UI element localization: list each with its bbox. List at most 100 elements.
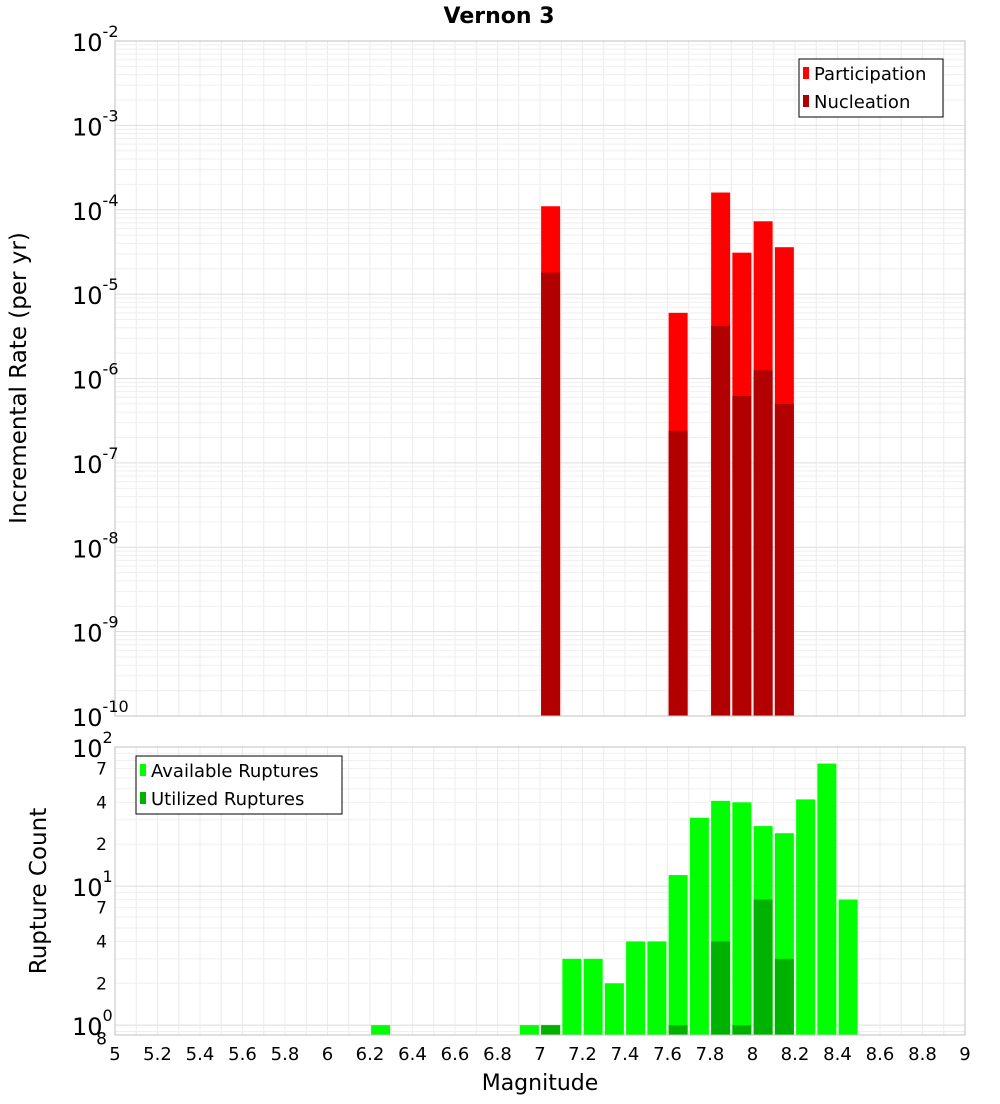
top-y-tick-label: 10-7: [72, 444, 119, 479]
bottom-bar: [817, 763, 837, 1035]
bottom-y-minor-tick-label: 8: [96, 1030, 107, 1050]
bottom-y-tick-base: 10: [72, 735, 103, 763]
x-tick-label: 7.4: [611, 1044, 640, 1065]
top-y-tick-base: 10: [72, 620, 103, 648]
x-tick-label: 7.8: [696, 1044, 725, 1065]
top-bar: [753, 370, 773, 716]
bottom-bar: [647, 941, 667, 1035]
top-legend-label: Participation: [814, 64, 926, 85]
top-plot-border: [114, 40, 966, 717]
bottom-bar: [838, 899, 858, 1035]
top-y-tick-exponent: -3: [103, 106, 119, 125]
top-y-tick-base: 10: [72, 29, 103, 57]
bottom-y-minor-tick-label: 7: [96, 760, 107, 780]
top-grid: [115, 41, 965, 716]
bottom-y-minor-tick-label: 2: [96, 835, 107, 855]
bottom-y-tick-base: 10: [72, 1013, 103, 1041]
bottom-bar: [583, 958, 603, 1035]
top-y-tick-exponent: -4: [103, 191, 119, 210]
x-axis-label: Magnitude: [482, 1071, 599, 1096]
x-tick-label: 8: [747, 1044, 758, 1065]
bottom-bar: [604, 983, 624, 1035]
bottom-legend: Available Ruptures Utilized Ruptures: [135, 755, 343, 815]
top-y-tick-exponent: -9: [103, 613, 119, 632]
x-tick-label: 5.2: [143, 1044, 172, 1065]
bottom-bar: [711, 941, 731, 1035]
bottom-y-tick-label: 102: [72, 728, 113, 763]
top-bar: [541, 272, 561, 716]
bottom-bar: [519, 1025, 539, 1035]
bottom-bar: [626, 941, 646, 1035]
bottom-y-tick-exponent: 2: [103, 728, 113, 747]
top-y-tick-exponent: -5: [103, 275, 119, 294]
bottom-bar: [562, 958, 582, 1035]
top-legend-box: [798, 58, 944, 118]
top-y-axis-label: Incremental Rate (per yr): [6, 232, 32, 524]
x-tick-label: 9: [959, 1044, 970, 1065]
x-tick-label: 7: [534, 1044, 545, 1065]
bottom-legend-swatch: [140, 764, 146, 776]
top-bar: [774, 403, 794, 716]
top-bar: [711, 325, 731, 716]
top-y-tick-base: 10: [72, 535, 103, 563]
top-legend-swatch: [803, 67, 809, 79]
top-y-tick-base: 10: [72, 704, 103, 732]
x-tick-label: 6.8: [483, 1044, 512, 1065]
bottom-y-tick-exponent: 1: [103, 867, 113, 886]
top-y-tick-label: 10-5: [72, 275, 119, 310]
bottom-y-tick-label: 100: [72, 1006, 113, 1041]
bottom-y-minor-tick-label: 4: [96, 932, 107, 952]
bottom-plot-border: [114, 746, 966, 1036]
top-y-tick-label: 10-2: [72, 22, 119, 57]
x-tick-label: 5: [109, 1044, 120, 1065]
bottom-bar: [689, 817, 709, 1035]
bottom-legend-box: [135, 755, 343, 815]
bottom-legend-label: Utilized Ruptures: [151, 789, 304, 810]
bottom-y-tick-label: 101: [72, 867, 113, 902]
bottom-bar: [668, 875, 688, 1035]
top-y-tick-exponent: -8: [103, 528, 119, 547]
bottom-y-minor-tick-label: 2: [96, 974, 107, 994]
top-y-tick-label: 10-4: [72, 191, 119, 226]
x-tick-label: 8.6: [866, 1044, 895, 1065]
bottom-y-tick-exponent: 0: [103, 1006, 113, 1025]
top-y-tick-base: 10: [72, 113, 103, 141]
bottom-y-minor-tick-label: 7: [96, 899, 107, 919]
bottom-y-tick-base: 10: [72, 874, 103, 902]
x-tick-label: 7.6: [653, 1044, 682, 1065]
top-y-tick-label: 10-10: [72, 697, 129, 732]
top-panel: 10-1010-910-810-710-610-510-410-310-2Par…: [72, 22, 966, 732]
bottom-y-minor-tick-label: 4: [96, 793, 107, 813]
bottom-bar: [753, 899, 773, 1035]
top-y-tick-label: 10-3: [72, 106, 119, 141]
x-tick-label: 6.2: [356, 1044, 385, 1065]
top-y-tick-base: 10: [72, 198, 103, 226]
top-series-1: [541, 272, 794, 716]
x-tick-label: 6.6: [441, 1044, 470, 1065]
top-y-tick-base: 10: [72, 282, 103, 310]
x-tick-label: 5.6: [228, 1044, 257, 1065]
top-y-tick-label: 10-6: [72, 360, 119, 395]
bottom-bar: [774, 958, 794, 1035]
bottom-legend-label: Available Ruptures: [151, 761, 319, 782]
x-tick-label: 8.2: [781, 1044, 810, 1065]
x-tick-label: 7.2: [568, 1044, 597, 1065]
top-y-tick-label: 10-8: [72, 528, 119, 563]
x-tick-label: 5.4: [186, 1044, 215, 1065]
top-legend: Participation Nucleation: [798, 58, 944, 118]
top-y-tick-label: 10-9: [72, 613, 119, 648]
top-legend-swatch: [803, 95, 809, 107]
bottom-bar: [541, 1025, 561, 1035]
top-y-tick-exponent: -2: [103, 22, 119, 41]
top-y-tick-base: 10: [72, 451, 103, 479]
top-y-tick-exponent: -6: [103, 360, 119, 379]
bottom-bar: [668, 1025, 688, 1035]
x-tick-label: 6: [322, 1044, 333, 1065]
top-y-tick-exponent: -7: [103, 444, 119, 463]
top-bar: [732, 396, 752, 716]
x-tick-label: 8.4: [823, 1044, 852, 1065]
bottom-bar: [371, 1025, 391, 1035]
x-tick-label: 8.8: [908, 1044, 937, 1065]
